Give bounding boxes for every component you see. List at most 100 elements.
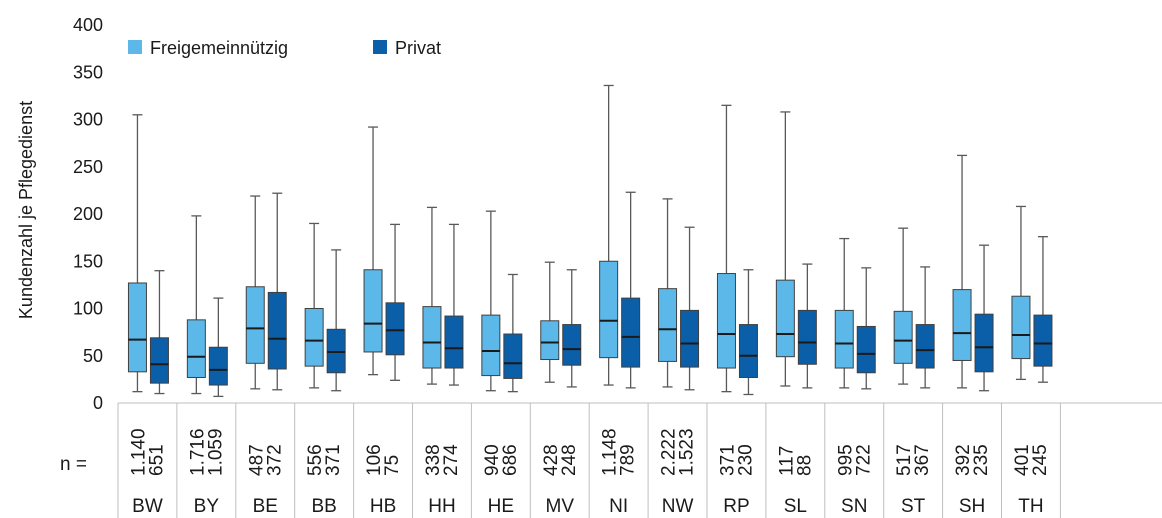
n-value: 686 [500,444,521,476]
n-value: 789 [618,444,639,476]
iqr-box [481,314,501,377]
box-BW-freigemeinnuetzig [127,114,147,393]
n-value: 75 [382,455,403,476]
n-value: 428 [541,444,562,476]
y-tick-label: 0 [93,393,103,413]
y-tick-label: 300 [73,110,103,130]
iqr-box [267,291,287,370]
n-value: 392 [953,444,974,476]
n-value: 230 [735,444,756,476]
n-value: 371 [323,444,344,476]
category-label: SN [841,496,867,517]
box-SN-privat [856,267,876,390]
legend: Freigemeinnützig Privat [128,38,441,58]
box-ST-freigemeinnuetzig [893,227,913,385]
iqr-box [738,324,758,378]
n-value: 1.523 [677,428,698,476]
box-TH-privat [1033,236,1053,383]
y-tick-label: 100 [73,299,103,319]
iqr-box [363,269,383,353]
y-tick-label: 400 [73,15,103,35]
box-HH-privat [444,223,464,386]
legend-swatch [373,40,387,54]
iqr-box [208,346,228,386]
y-axis: 0 50 100 150 200 250 300 350 400 [73,15,103,413]
box-SN-freigemeinnuetzig [834,237,854,389]
category-label: BW [132,496,163,517]
n-value: 367 [912,444,933,476]
n-value: 106 [364,444,385,476]
box-NI-privat [621,191,641,389]
n-value: 556 [305,444,326,476]
iqr-box [444,315,464,369]
category-label: SL [784,496,807,517]
iqr-box [245,286,265,364]
n-label: n = [60,454,87,475]
box-BB-privat [326,249,346,392]
box-HE-freigemeinnuetzig [481,210,501,392]
box-RP-privat [738,269,758,396]
y-tick-label: 250 [73,157,103,177]
iqr-box [149,337,169,384]
n-value: 338 [423,444,444,476]
n-value: 940 [482,444,503,476]
box-ST-privat [915,266,935,389]
box-BY-privat [208,297,228,398]
category-label: SH [959,496,985,517]
y-tick-label: 150 [73,251,103,271]
category-label: NI [609,496,628,517]
n-value: 995 [835,444,856,476]
category-label: RP [723,496,749,517]
n-table: n =BW1.140651BY1.7161.059BE487372BB55637… [60,402,1162,518]
iqr-box [658,288,678,362]
plot-area [127,84,1053,398]
category-label: BE [253,496,278,517]
iqr-box [1033,314,1053,367]
box-NW-freigemeinnuetzig [658,198,678,388]
category-label: TH [1018,496,1043,517]
iqr-box [856,325,876,374]
iqr-box [599,260,619,359]
n-value: 274 [441,444,462,476]
iqr-box [797,309,817,365]
y-tick-label: 200 [73,204,103,224]
iqr-box [915,324,935,369]
iqr-box [186,319,206,378]
legend-label: Privat [395,38,441,58]
category-label: MV [546,496,575,517]
n-value: 651 [146,444,167,476]
box-NI-freigemeinnuetzig [599,84,619,386]
n-value: 88 [794,455,815,476]
iqr-box [304,308,324,367]
n-value: 1.148 [600,428,621,476]
box-MV-privat [562,269,582,388]
iqr-box [385,302,405,356]
iqr-box [775,279,795,358]
iqr-box [834,309,854,369]
box-BY-freigemeinnuetzig [186,215,206,395]
box-SH-freigemeinnuetzig [952,154,972,389]
iqr-box [680,309,700,368]
category-label: NW [662,496,694,517]
n-value: 1.059 [205,428,226,476]
category-label: HB [370,496,396,517]
n-value: 722 [853,444,874,476]
y-axis-title: Kundenzahl je Pflegedienst [16,101,36,319]
iqr-box [974,313,994,373]
iqr-box [540,320,560,361]
iqr-box [1011,295,1031,360]
box-BE-privat [267,192,287,391]
n-value: 2.222 [659,428,680,476]
iqr-box [893,310,913,364]
iqr-box [621,297,641,368]
iqr-box [127,282,147,373]
n-value: 517 [894,444,915,476]
box-BW-privat [149,270,169,395]
box-TH-freigemeinnuetzig [1011,205,1031,381]
n-value: 117 [776,446,797,476]
y-tick-label: 350 [73,62,103,82]
n-value: 1.716 [187,428,208,476]
n-value: 401 [1012,444,1033,476]
box-BE-freigemeinnuetzig [245,195,265,390]
